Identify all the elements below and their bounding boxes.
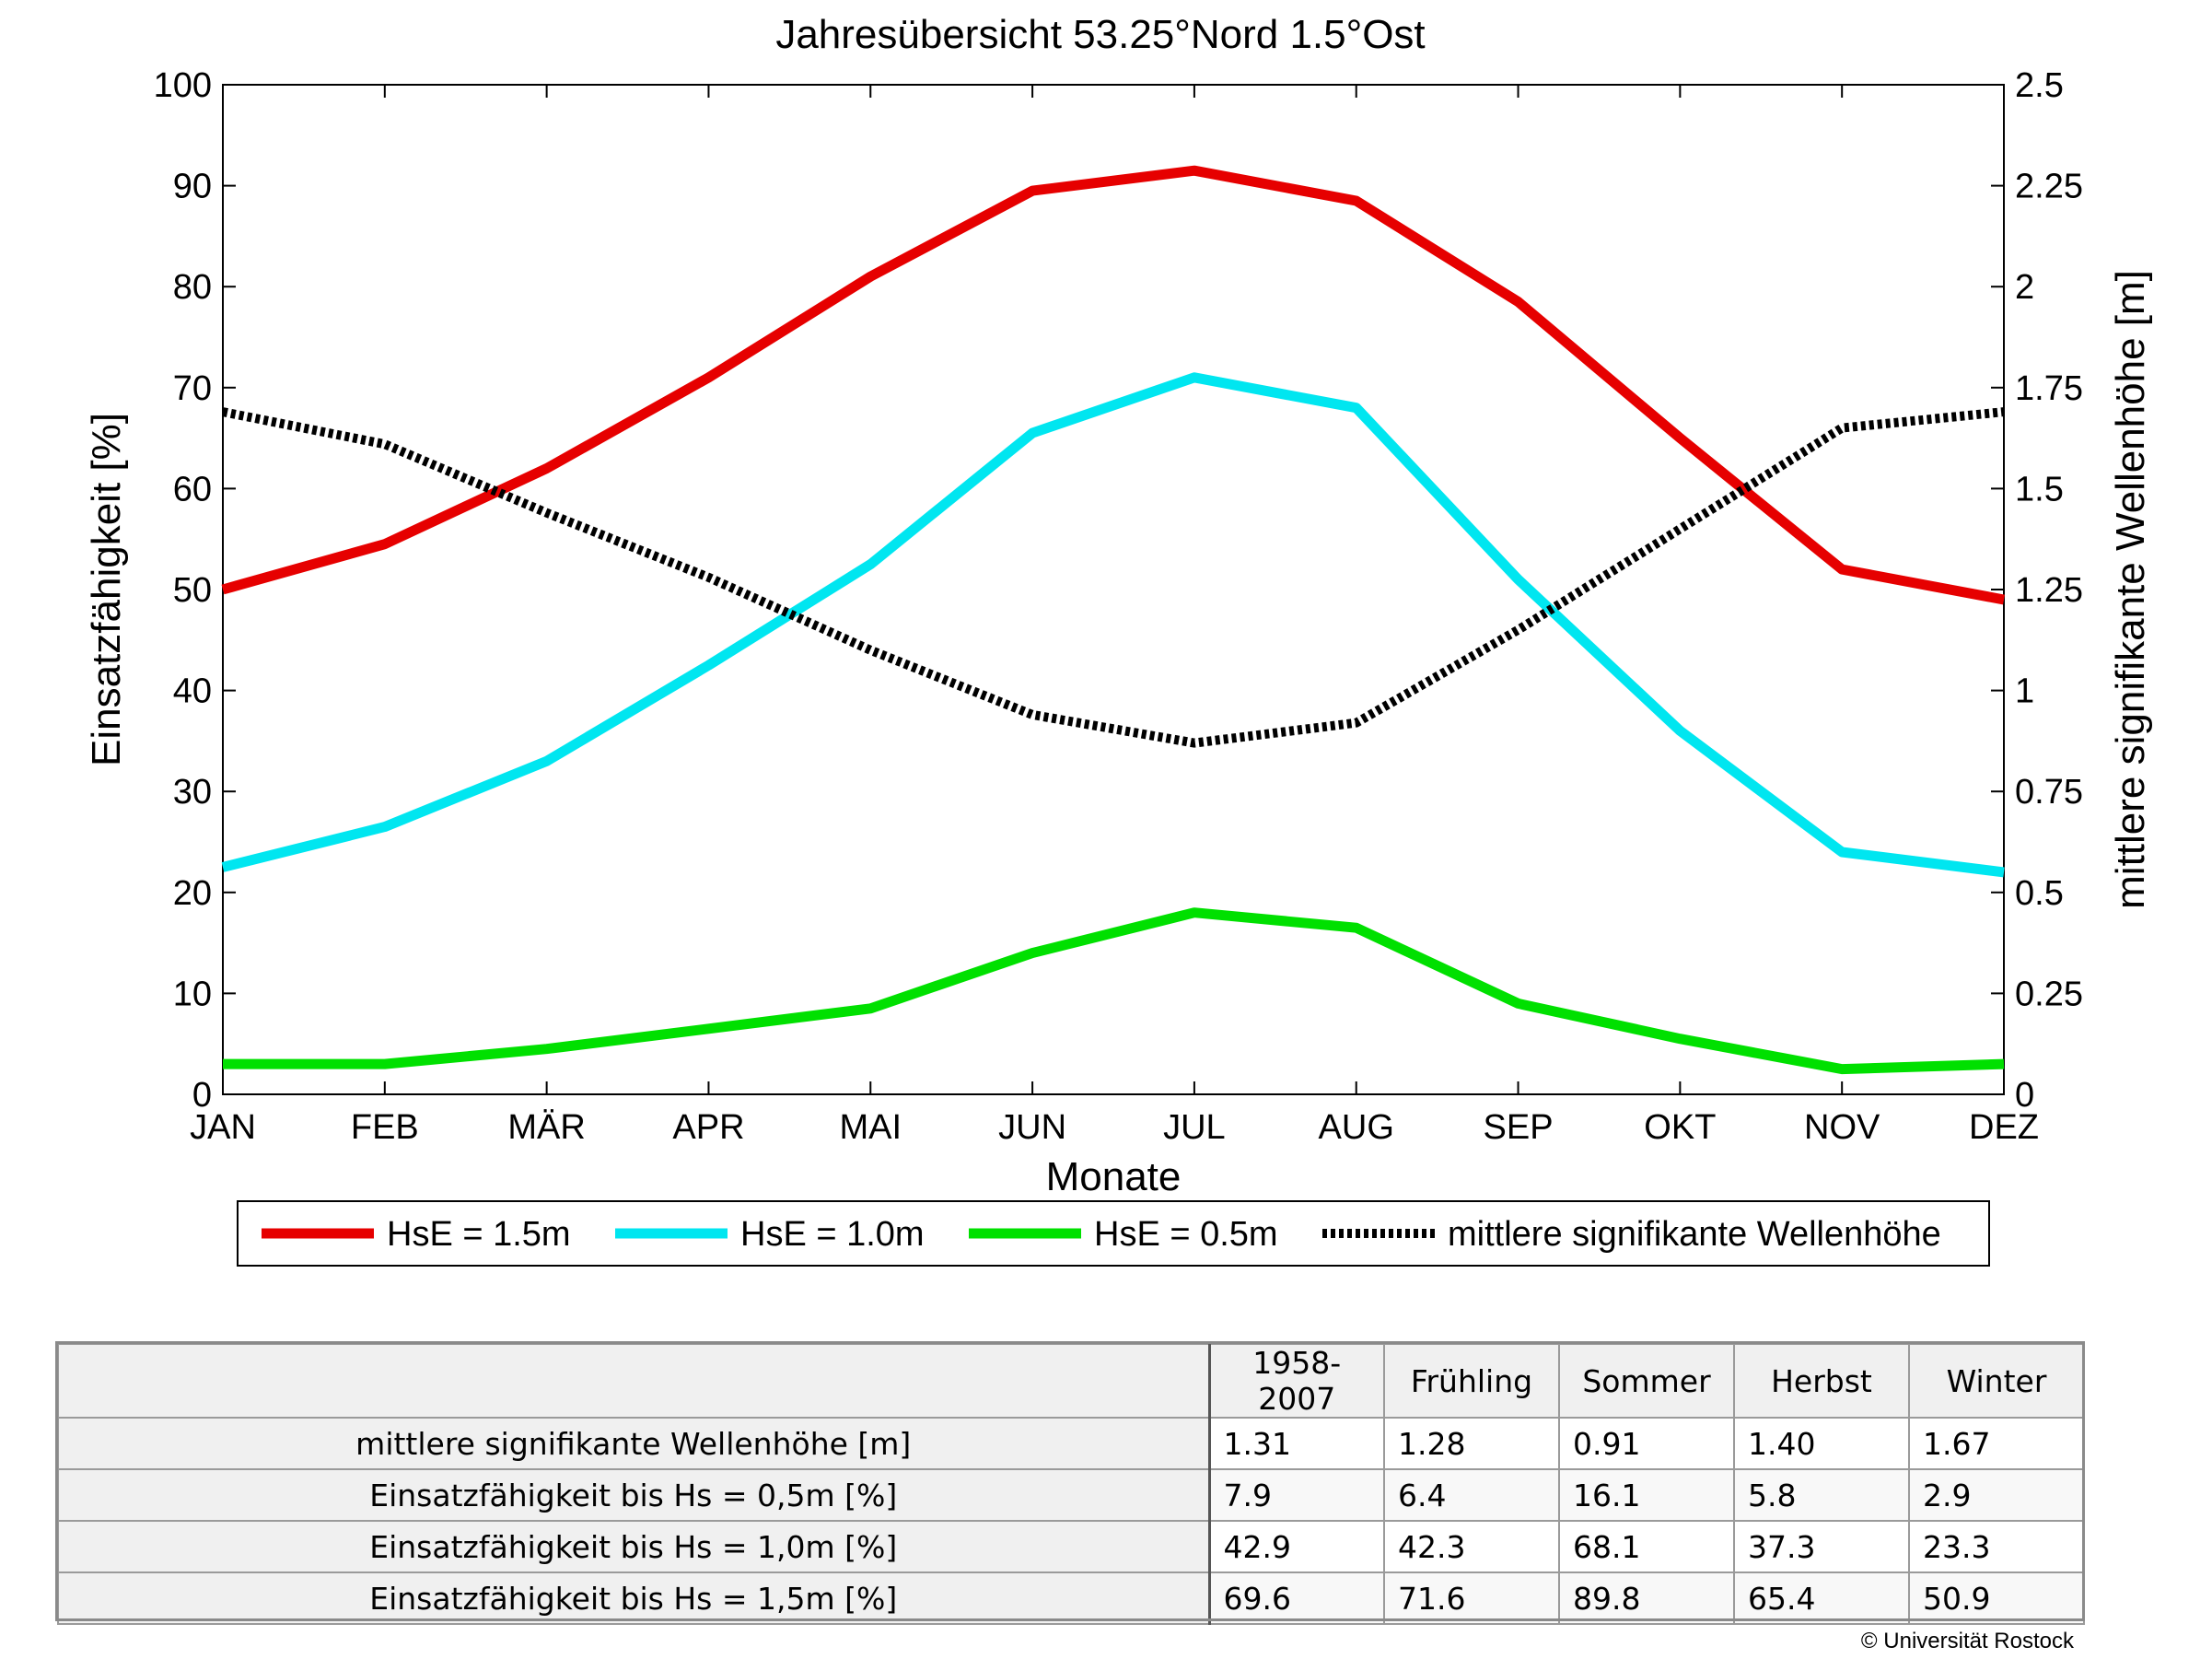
y2-tick-label: 1.25 (2015, 571, 2083, 610)
y-tick-label: 60 (173, 470, 212, 508)
table-cell: 1.40 (1733, 1417, 1910, 1470)
y-tick-label: 90 (173, 168, 212, 206)
table-cell: 16.1 (1558, 1468, 1735, 1522)
table-cell: 42.9 (1208, 1520, 1385, 1573)
x-tick-label: JAN (190, 1108, 256, 1147)
y2-tick-label: 0 (2015, 1076, 2034, 1115)
table-cell: 2.9 (1908, 1468, 2085, 1522)
row-label: mittlere signifikante Wellenhöhe [m] (57, 1417, 1211, 1470)
table-cell: 42.3 (1383, 1520, 1560, 1573)
left-axis: 0 10 20 30 40 50 60 70 80 90 100 (154, 66, 2004, 1115)
y2-tick-label: 0.5 (2015, 874, 2064, 913)
column-header: 1958-2007 (1208, 1343, 1385, 1419)
column-header: Winter (1908, 1343, 2085, 1419)
series-line (222, 407, 2005, 748)
row-label: Einsatzfähigkeit bis Hs = 1,0m [%] (57, 1520, 1211, 1573)
x-tick-label: FEB (351, 1108, 419, 1147)
table-cell: 68.1 (1558, 1520, 1735, 1573)
x-tick-label: JUL (1163, 1108, 1226, 1147)
x-axis: JAN FEB MÄR APR MAI JUN JUL AUG SEP OKT NOV DEZ (190, 85, 2039, 1147)
legend-label: mittlere signifikante Wellenhöhe (1448, 1215, 1941, 1254)
legend-box (237, 1200, 1990, 1267)
table-cell: 1.31 (1208, 1417, 1385, 1470)
table-row: Einsatzfähigkeit bis Hs = 0,5m [%] 7.9 6… (57, 1468, 2085, 1522)
y-axis-title: Einsatzfähigkeit [%] (84, 413, 129, 766)
right-axis: 0 0.25 0.5 0.75 1 1.25 1.5 1.75 2 2.25 2.5 (2015, 66, 2083, 1115)
y2-axis-title: mittlere signifikante Wellenhöhe [m] (2108, 270, 2153, 909)
table-cell: 7.9 (1208, 1468, 1385, 1522)
series-line (223, 907, 2005, 1075)
y-tick-label: 100 (154, 66, 212, 105)
y2-tick-label: 1.75 (2015, 369, 2083, 408)
plot-area (222, 84, 2005, 1095)
copyright-note: © Universität Rostock (1860, 1629, 2074, 1653)
table-cell: 69.6 (1208, 1571, 1385, 1625)
y-tick-label: 40 (173, 672, 212, 711)
y-tick-label: 0 (192, 1076, 212, 1115)
y-tick-label: 30 (173, 773, 212, 812)
x-tick-label: MÄR (507, 1108, 585, 1147)
table-cell: 89.8 (1558, 1571, 1735, 1625)
table-cell: 37.3 (1733, 1520, 1910, 1573)
column-header: Sommer (1558, 1343, 1735, 1419)
y-tick-label: 20 (173, 874, 212, 913)
table-row: Einsatzfähigkeit bis Hs = 1,0m [%] 42.9 … (57, 1520, 2085, 1573)
legend-label: HsE = 0.5m (1094, 1215, 1278, 1254)
table-cell: 50.9 (1908, 1571, 2085, 1625)
table-cell: 1.67 (1908, 1417, 2085, 1470)
table-cell: 5.8 (1733, 1468, 1910, 1522)
chart-title: Jahresübersicht 53.25°Nord 1.5°Ost (775, 12, 1425, 57)
table-row: Einsatzfähigkeit bis Hs = 1,5m [%] 69.6 … (57, 1571, 2085, 1625)
row-label: Einsatzfähigkeit bis Hs = 0,5m [%] (57, 1468, 1211, 1522)
y2-tick-label: 0.75 (2015, 773, 2083, 812)
statistics-table: 1958-2007 Frühling Sommer Herbst Winter … (57, 1343, 2085, 1625)
legend: HsE = 1.5m HsE = 1.0m HsE = 0.5m mittlere s… (237, 1200, 1990, 1267)
y-tick-label: 10 (173, 975, 212, 1013)
table-row: mittlere signifikante Wellenhöhe [m] 1.3… (57, 1417, 2085, 1470)
y-tick-label: 80 (173, 268, 212, 307)
x-tick-label: AUG (1319, 1108, 1394, 1147)
y2-tick-label: 2.25 (2015, 168, 2083, 206)
legend-label: HsE = 1.0m (740, 1215, 925, 1254)
y-tick-label: 50 (173, 571, 212, 610)
table-cell: 6.4 (1383, 1468, 1560, 1522)
x-tick-label: OKT (1644, 1108, 1716, 1147)
legend-label: HsE = 1.5m (387, 1215, 571, 1254)
x-tick-label: JUN (998, 1108, 1066, 1147)
column-header: Frühling (1383, 1343, 1560, 1419)
x-axis-title: Monate (1046, 1154, 1182, 1199)
x-tick-label: APR (672, 1108, 744, 1147)
x-tick-label: MAI (839, 1108, 902, 1147)
table-cell: 1.28 (1383, 1417, 1560, 1470)
chart: Jahresübersicht 53.25°Nord 1.5°Ost 01020… (84, 12, 2153, 1267)
x-tick-label: DEZ (1969, 1108, 2039, 1147)
x-tick-label: SEP (1484, 1108, 1554, 1147)
table-cell: 23.3 (1908, 1520, 2085, 1573)
row-label: Einsatzfähigkeit bis Hs = 1,5m [%] (57, 1571, 1211, 1625)
column-header: Herbst (1733, 1343, 1910, 1419)
y2-tick-label: 1.5 (2015, 470, 2064, 508)
y2-tick-label: 1 (2015, 672, 2034, 711)
table-cell: 0.91 (1558, 1417, 1735, 1470)
x-tick-label: NOV (1804, 1108, 1880, 1147)
series-line (221, 165, 2006, 605)
table-corner-cell (57, 1343, 1211, 1419)
y2-tick-label: 2.5 (2015, 66, 2064, 105)
y-tick-label: 70 (173, 369, 212, 408)
table-cell: 71.6 (1383, 1571, 1560, 1625)
series-line (221, 372, 2005, 878)
series-lines (221, 165, 2006, 1075)
y2-tick-label: 2 (2015, 268, 2034, 307)
table-header-row: 1958-2007 Frühling Sommer Herbst Winter (57, 1343, 2085, 1419)
table-cell: 65.4 (1733, 1571, 1910, 1625)
y2-tick-label: 0.25 (2015, 975, 2083, 1013)
